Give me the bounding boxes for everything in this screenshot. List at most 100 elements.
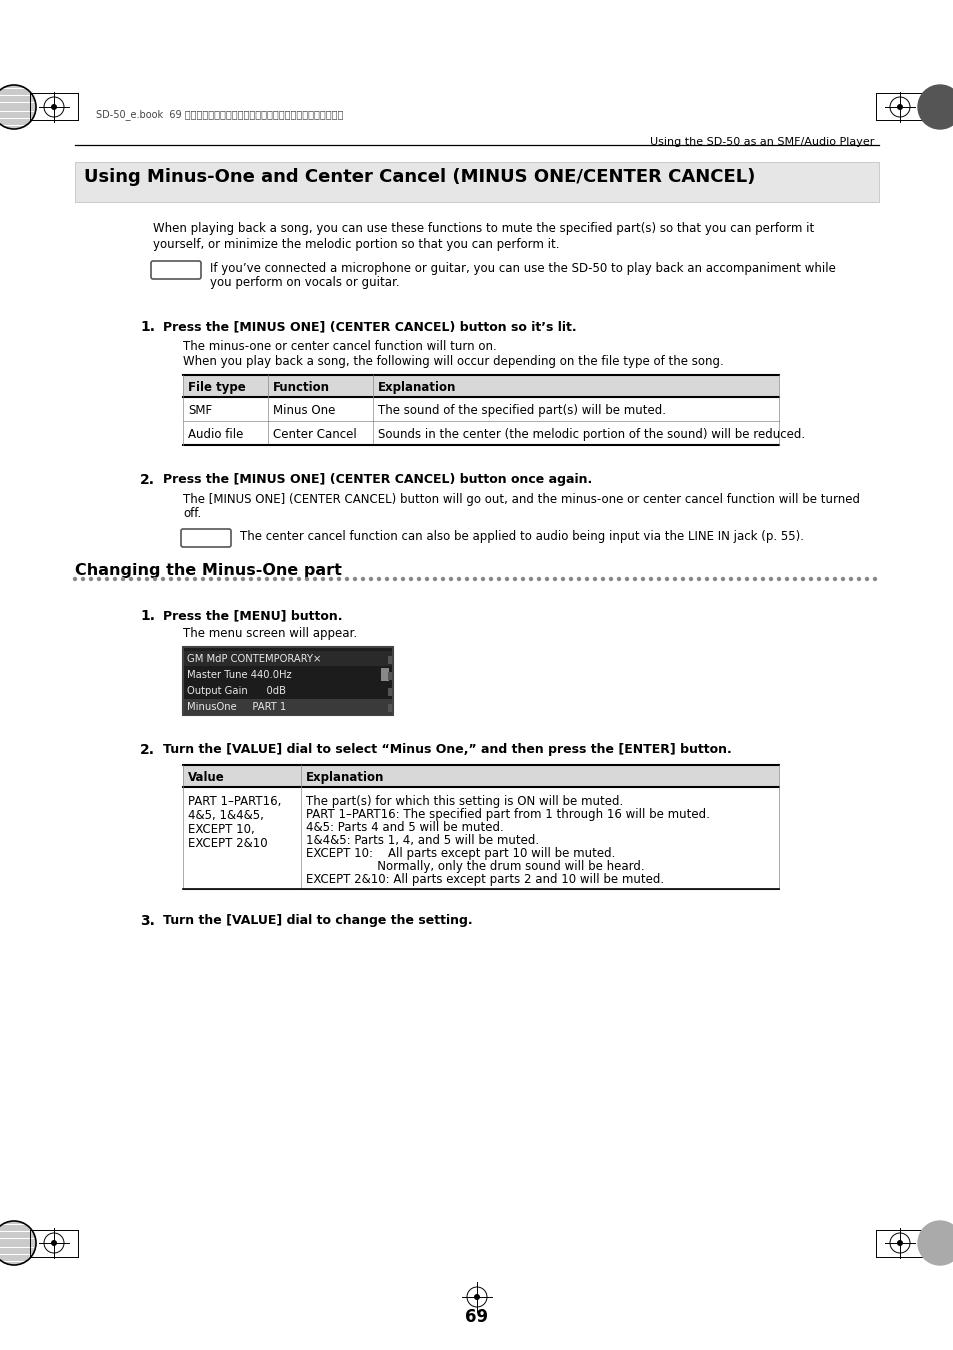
Circle shape [841,578,843,580]
Circle shape [848,578,852,580]
Bar [388,656,392,664]
Circle shape [465,578,468,580]
Circle shape [705,578,708,580]
Circle shape [241,578,244,580]
Text: 1&4&5: Parts 1, 4, and 5 will be muted.: 1&4&5: Parts 1, 4, and 5 will be muted. [306,834,538,846]
Text: File type: File type [188,381,246,394]
Circle shape [449,578,452,580]
Circle shape [321,578,324,580]
Circle shape [185,578,189,580]
Text: Output Gain      0dB: Output Gain 0dB [187,686,286,697]
Circle shape [193,578,196,580]
Circle shape [680,578,684,580]
Circle shape [609,578,612,580]
Circle shape [864,578,867,580]
FancyBboxPatch shape [181,529,231,547]
Circle shape [425,578,428,580]
Text: Using the SD-50 as an SMF/Audio Player: Using the SD-50 as an SMF/Audio Player [649,136,873,147]
Text: Press the [MINUS ONE] (CENTER CANCEL) button so it’s lit.: Press the [MINUS ONE] (CENTER CANCEL) bu… [163,320,576,333]
Bar [75,162,878,202]
Text: The center cancel function can also be applied to audio being input via the LINE: The center cancel function can also be a… [240,531,803,543]
FancyBboxPatch shape [151,261,201,279]
Circle shape [777,578,780,580]
Circle shape [217,578,220,580]
Bar [183,787,779,890]
Circle shape [577,578,579,580]
Text: SMF: SMF [188,404,212,417]
Circle shape [73,578,76,580]
Text: Minus One: Minus One [273,404,335,417]
Circle shape [720,578,723,580]
Circle shape [537,578,540,580]
Bar [184,699,392,716]
Circle shape [81,578,85,580]
Circle shape [170,578,172,580]
Circle shape [201,578,204,580]
Circle shape [585,578,588,580]
Text: MinusOne     PART 1: MinusOne PART 1 [187,702,286,711]
Text: EXCEPT 10,: EXCEPT 10, [188,824,254,836]
Text: MEMO: MEMO [157,262,191,271]
Circle shape [489,578,492,580]
Circle shape [257,578,260,580]
Text: Value: Value [188,771,225,784]
Circle shape [177,578,180,580]
Text: EXCEPT 10:    All parts except part 10 will be muted.: EXCEPT 10: All parts except part 10 will… [306,846,615,860]
Text: Function: Function [273,381,330,394]
Circle shape [553,578,556,580]
Text: When you play back a song, the following will occur depending on the file type o: When you play back a song, the following… [183,355,723,369]
Circle shape [161,578,164,580]
Circle shape [689,578,692,580]
Circle shape [474,1295,479,1300]
Text: The [MINUS ONE] (CENTER CANCEL) button will go out, and the minus-one or center : The [MINUS ONE] (CENTER CANCEL) button w… [183,493,859,506]
Circle shape [433,578,436,580]
Text: MEMO: MEMO [187,531,221,540]
Circle shape [744,578,748,580]
Circle shape [633,578,636,580]
Circle shape [917,85,953,130]
Text: Turn the [VALUE] dial to change the setting.: Turn the [VALUE] dial to change the sett… [163,914,472,927]
Text: EXCEPT 2&10: All parts except parts 2 and 10 will be muted.: EXCEPT 2&10: All parts except parts 2 an… [306,873,663,886]
Text: Sounds in the center (the melodic portion of the sound) will be reduced.: Sounds in the center (the melodic portio… [377,428,804,441]
Text: GM MdP CONTEMPORARY×: GM MdP CONTEMPORARY× [187,653,321,664]
Circle shape [497,578,500,580]
Circle shape [569,578,572,580]
Circle shape [737,578,740,580]
Circle shape [377,578,380,580]
Circle shape [529,578,532,580]
Text: you perform on vocals or guitar.: you perform on vocals or guitar. [210,275,399,289]
Circle shape [90,578,92,580]
Circle shape [130,578,132,580]
Text: The minus-one or center cancel function will turn on.: The minus-one or center cancel function … [183,340,497,352]
Circle shape [793,578,796,580]
Circle shape [361,578,364,580]
Circle shape [337,578,340,580]
Circle shape [769,578,772,580]
Circle shape [857,578,860,580]
Circle shape [665,578,668,580]
Circle shape [657,578,659,580]
Text: 1.: 1. [140,609,154,622]
Text: Press the [MENU] button.: Press the [MENU] button. [163,609,342,622]
Text: Press the [MINUS ONE] (CENTER CANCEL) button once again.: Press the [MINUS ONE] (CENTER CANCEL) bu… [163,472,592,486]
Text: Explanation: Explanation [306,771,384,784]
Text: Master Tune 440.0Hz: Master Tune 440.0Hz [187,670,292,680]
Text: SD-50_e.book  69 ページ　２０１０年１月２５日　月曜日　午前１０晎５２分: SD-50_e.book 69 ページ ２０１０年１月２５日 月曜日 午前１０晎… [96,109,343,120]
Circle shape [896,104,902,109]
Circle shape [345,578,348,580]
Text: PART 1–PART16,: PART 1–PART16, [188,795,281,809]
Circle shape [274,578,276,580]
Circle shape [817,578,820,580]
Circle shape [401,578,404,580]
Circle shape [649,578,652,580]
Circle shape [505,578,508,580]
Circle shape [225,578,229,580]
Bar [183,647,393,716]
Circle shape [106,578,109,580]
Text: 3.: 3. [140,914,154,927]
Circle shape [210,578,213,580]
Circle shape [281,578,284,580]
Circle shape [305,578,308,580]
Bar [183,765,779,787]
Bar [388,703,392,711]
